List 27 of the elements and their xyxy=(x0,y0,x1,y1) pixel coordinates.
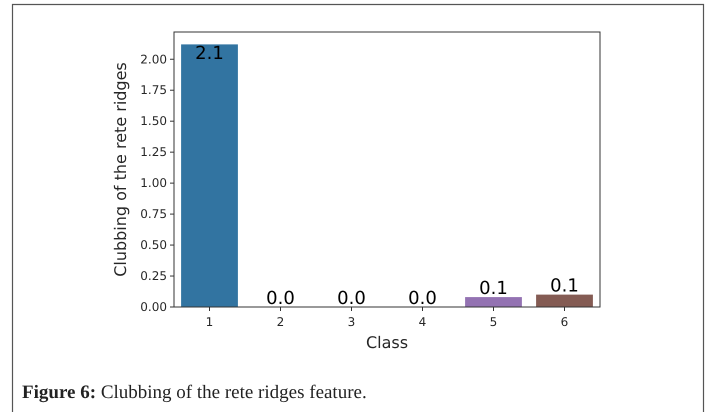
y-axis-title: Clubbing of the rete ridges xyxy=(111,62,130,277)
y-tick-label: 0.25 xyxy=(140,269,167,284)
x-axis-title: Class xyxy=(366,333,408,352)
text: Figure 6: Clubbing of the rete ridges feature. xyxy=(22,382,367,403)
y-tick-label: 1.00 xyxy=(140,176,167,190)
y-tick-label: 1.75 xyxy=(140,83,167,98)
x-tick-label: 3 xyxy=(348,315,356,329)
bar xyxy=(181,44,238,307)
data-label: 0.0 xyxy=(266,288,295,309)
data-label: 2.1 xyxy=(195,43,224,64)
data-label: 0.0 xyxy=(408,288,437,309)
y-tick-label: 0.50 xyxy=(140,238,167,252)
y-tick-label: 0.75 xyxy=(140,207,167,222)
data-label: 0.1 xyxy=(479,278,508,300)
y-tick-label: 1.50 xyxy=(140,114,167,128)
data-label: 0.0 xyxy=(337,288,366,309)
y-tick-label: 0.00 xyxy=(140,300,167,314)
x-tick-label: 2 xyxy=(276,315,284,329)
x-tick-label: 6 xyxy=(560,315,568,329)
bar xyxy=(465,297,522,307)
x-tick-label: 4 xyxy=(418,315,426,329)
bar xyxy=(536,294,593,307)
data-label: 0.1 xyxy=(550,276,579,297)
y-tick-label: 1.25 xyxy=(140,145,167,160)
x-tick-label: 5 xyxy=(490,315,498,329)
y-tick-label: 2.00 xyxy=(140,52,167,66)
x-tick-label: 1 xyxy=(206,315,214,329)
